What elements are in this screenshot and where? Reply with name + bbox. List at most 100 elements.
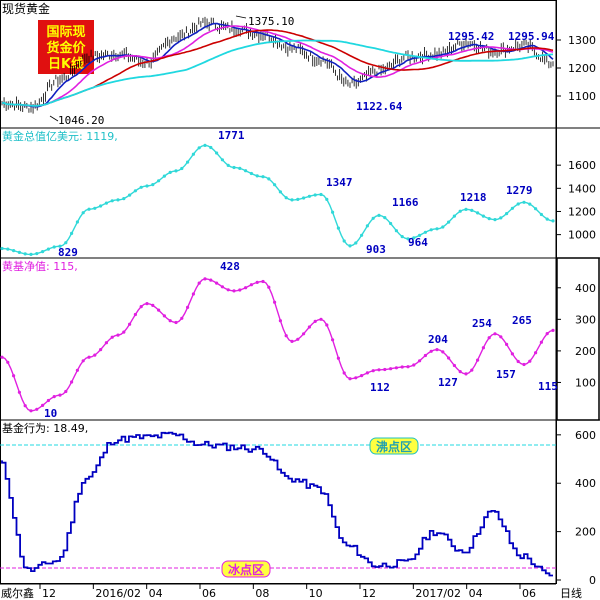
annot-964: 964	[408, 236, 428, 249]
series-point	[290, 339, 294, 343]
series-point	[64, 241, 68, 245]
series-point	[313, 193, 317, 197]
series-point	[342, 371, 346, 375]
series-point	[487, 217, 491, 221]
annot-265: 265	[512, 314, 532, 327]
series-point	[418, 359, 422, 363]
series-point	[52, 245, 56, 249]
series-point	[157, 179, 161, 183]
y-tick-label: 1000	[568, 229, 596, 242]
x-tick-label: 12	[42, 587, 56, 600]
series-point	[551, 328, 555, 332]
price-y-axis: 1100 1200 1300	[556, 34, 596, 103]
series-point	[470, 368, 474, 372]
series-point	[278, 319, 282, 323]
series-point	[458, 370, 462, 374]
series-point	[441, 225, 445, 229]
y-tick-label: 1200	[568, 62, 596, 75]
series-point	[464, 372, 468, 376]
series-point	[232, 289, 236, 293]
y-tick-label: 1300	[568, 34, 596, 47]
y-tick-label: 400	[575, 282, 596, 295]
x-tick-label: 2017/02	[415, 587, 461, 600]
series-point	[505, 342, 509, 346]
panel3-axis-box	[556, 257, 600, 421]
series-point	[423, 353, 427, 358]
series-point	[551, 219, 555, 223]
series-point	[394, 229, 398, 233]
series-point	[238, 166, 242, 170]
annot-157: 157	[496, 368, 516, 381]
series-point	[244, 169, 248, 173]
series-point	[452, 214, 456, 218]
y-tick-label: 1200	[568, 205, 596, 218]
series-point	[400, 235, 404, 239]
series-point	[493, 218, 497, 222]
boiling-badge	[369, 437, 419, 455]
series-point	[267, 177, 271, 181]
annot-254: 254	[472, 317, 492, 330]
series-point	[534, 207, 538, 211]
series-point	[41, 403, 45, 407]
series-point	[452, 363, 456, 368]
series-point	[29, 409, 33, 413]
series-point	[70, 231, 74, 235]
series-point	[278, 190, 282, 194]
y-tick-label: 400	[575, 477, 596, 490]
series-point	[331, 210, 335, 214]
series-point	[302, 332, 306, 336]
series-point	[470, 208, 474, 212]
series-point	[197, 146, 201, 150]
series-point	[406, 365, 410, 369]
series-point	[139, 185, 143, 189]
annot-829: 829	[58, 246, 78, 259]
series-point	[336, 226, 340, 230]
nav-series	[0, 277, 555, 413]
behavior-panel: 基金行为: 18.49, 沸点区 冰点区 0 200 400 600	[0, 421, 596, 587]
series-point	[545, 332, 549, 336]
series-point	[180, 316, 184, 320]
annot-127: 127	[438, 376, 458, 389]
series-point	[342, 239, 346, 243]
annot-10: 10	[44, 407, 57, 420]
series-point	[423, 230, 427, 234]
series-point	[58, 244, 62, 248]
annot-903: 903	[366, 243, 386, 256]
series-point	[354, 241, 358, 245]
series-point	[209, 278, 213, 282]
series-point	[93, 206, 97, 210]
x-tick-label: 04	[469, 587, 483, 600]
series-point	[371, 369, 375, 373]
series-point	[476, 211, 480, 215]
series-point	[157, 308, 161, 312]
freezing-badge-label: 冰点区	[228, 562, 264, 577]
series-point	[75, 368, 79, 372]
series-point	[360, 233, 364, 237]
series-point	[365, 371, 369, 375]
annot-1347: 1347	[326, 176, 353, 189]
series-point	[383, 216, 387, 220]
series-point	[151, 303, 155, 307]
annot-1046: 1046.20	[58, 114, 104, 127]
series-point	[516, 359, 520, 364]
series-point	[220, 285, 224, 289]
series-point	[389, 367, 393, 371]
series-point	[17, 390, 21, 394]
series-point	[348, 244, 352, 248]
series-point	[174, 320, 178, 325]
series-point	[116, 198, 120, 202]
series-point	[464, 207, 468, 211]
x-tick-label: 2016/02	[95, 587, 141, 600]
series-point	[191, 292, 195, 296]
series-point	[377, 213, 381, 217]
series-point	[145, 184, 149, 188]
series-point	[383, 367, 387, 372]
series-point	[273, 300, 277, 304]
series-point	[87, 207, 91, 211]
series-point	[232, 165, 236, 170]
series-point	[203, 277, 207, 281]
series-point	[273, 183, 277, 187]
series-point	[168, 319, 172, 323]
x-tick-label: 08	[255, 587, 269, 600]
series-point	[151, 183, 155, 187]
